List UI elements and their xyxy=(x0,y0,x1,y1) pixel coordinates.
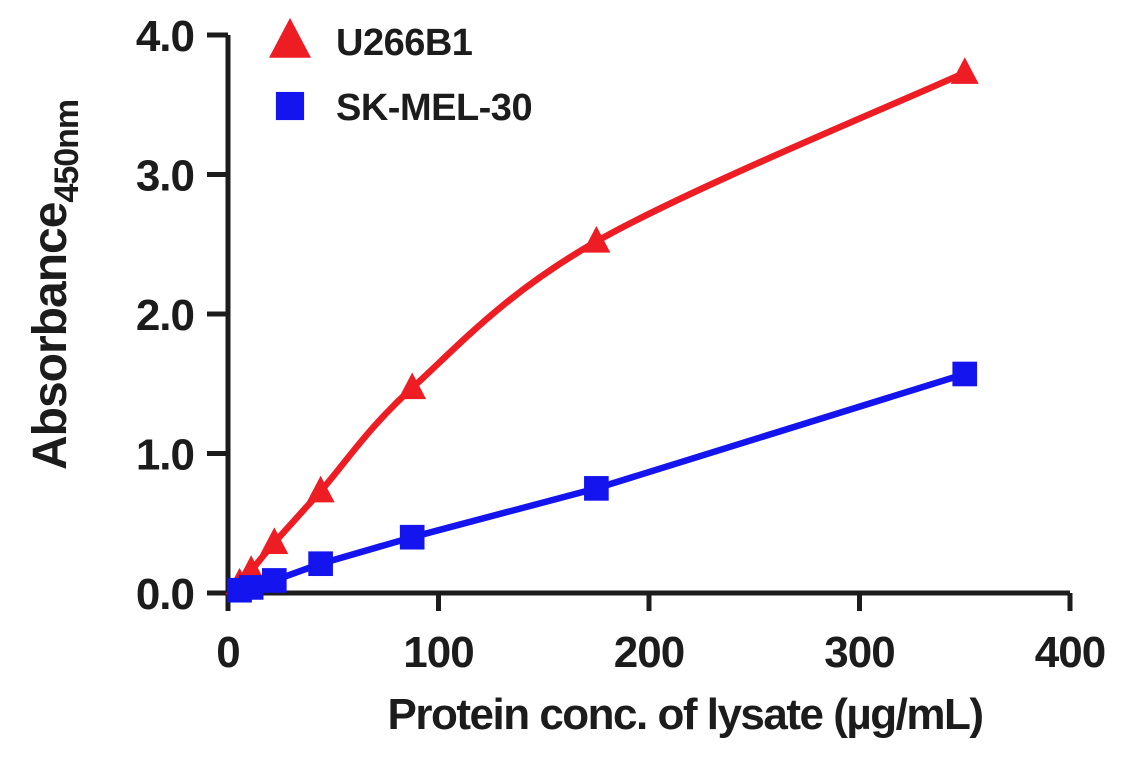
legend: U266B1 SK-MEL-30 xyxy=(269,17,533,129)
series-line-U266B1 xyxy=(236,69,968,587)
axes: 0.0 1.0 2.0 3.0 4.0 0 100 200 300 400 xyxy=(136,12,1106,677)
y-axis-title-subscript: 450nm xyxy=(48,100,86,203)
y-axis-title-main: Absorbance xyxy=(24,202,77,470)
x-tick-label: 0 xyxy=(216,628,239,677)
data-point-triangle-U266B1 xyxy=(398,372,427,400)
x-tick-label: 100 xyxy=(403,628,473,677)
data-point-square-SK-MEL-30 xyxy=(399,524,425,550)
legend-label: SK-MEL-30 xyxy=(336,87,532,129)
data-point-square-SK-MEL-30 xyxy=(308,551,333,577)
x-tick-label: 200 xyxy=(614,628,684,677)
y-tick-label: 3.0 xyxy=(136,152,194,201)
data-point-square-SK-MEL-30 xyxy=(952,361,978,387)
x-tick-label: 400 xyxy=(1035,628,1105,677)
data-point-square-SK-MEL-30 xyxy=(584,476,609,501)
y-tick-label: 2.0 xyxy=(136,291,194,340)
x-axis-title: Protein conc. of lysate (µg/mL) xyxy=(388,690,983,739)
y-tick-label: 1.0 xyxy=(136,431,194,480)
x-tick-label: 300 xyxy=(824,628,894,677)
data-point-triangle-U266B1 xyxy=(306,475,335,503)
legend-label: U266B1 xyxy=(336,22,473,64)
data-point-triangle-U266B1 xyxy=(260,527,289,554)
data-point-triangle-U266B1 xyxy=(582,226,611,253)
legend-item-SK-MEL-30: SK-MEL-30 xyxy=(275,87,533,129)
data-point-square-SK-MEL-30 xyxy=(261,568,287,593)
legend-item-U266B1: U266B1 xyxy=(269,17,473,64)
data-point-square-SK-MEL-30 xyxy=(238,575,264,600)
y-axis-title: Absorbance450nm xyxy=(24,100,86,470)
legend-square-marker xyxy=(275,91,305,121)
data-point-triangle-U266B1 xyxy=(950,57,979,84)
y-tick-label: 4.0 xyxy=(136,12,194,61)
y-tick-label: 0.0 xyxy=(136,570,194,619)
series-layer xyxy=(225,57,979,603)
legend-triangle-marker xyxy=(269,17,311,58)
